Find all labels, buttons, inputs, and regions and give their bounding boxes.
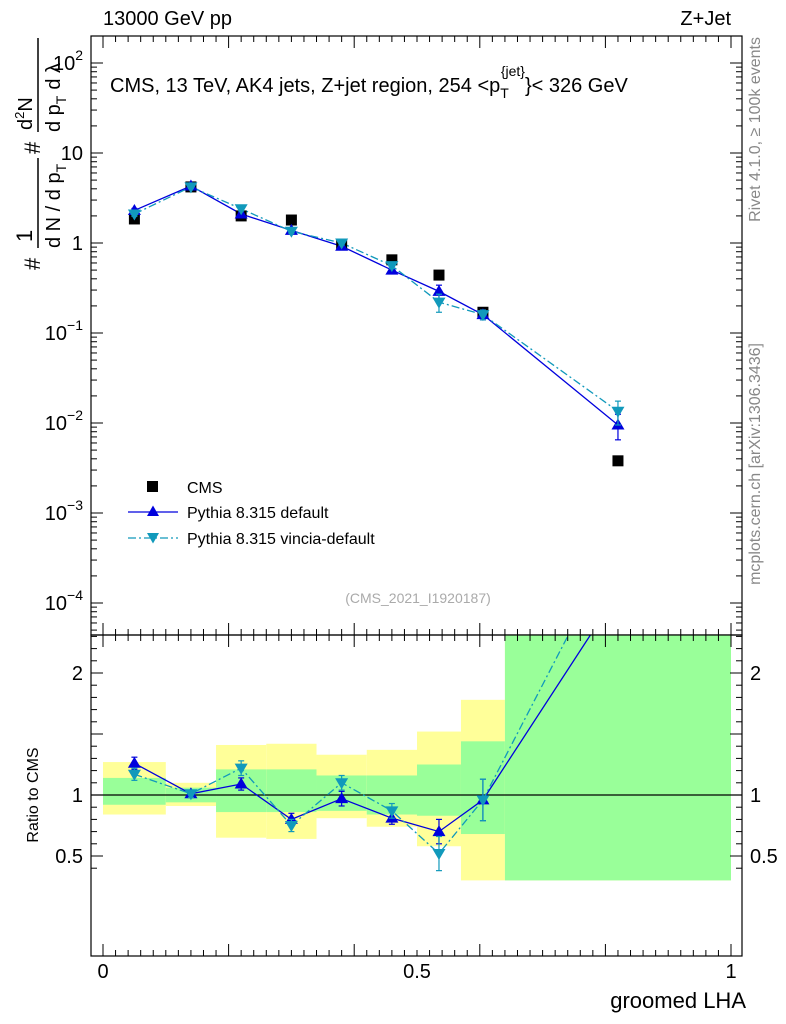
x-axis-label: groomed LHA [610, 988, 746, 1013]
main-ytick-label: 102 [53, 47, 83, 75]
main-ylabel: # 1 d N / d pT # d2N d pTd λ [12, 38, 69, 270]
main-title: CMS, 13 TeV, AK4 jets, Z+jet region, 254… [110, 63, 628, 101]
ratio-default-point [432, 825, 446, 837]
cms-data-point [386, 254, 398, 266]
main-series-lines [134, 185, 619, 426]
vincia-point [476, 310, 490, 322]
legend: CMS Pythia 8.315 default Pythia 8.315 vi… [128, 480, 375, 548]
default-point [432, 284, 446, 296]
vincia-point [184, 182, 198, 194]
ratio-band-inner [103, 777, 166, 805]
main-ytick-label: 10 [61, 143, 83, 165]
svg-text:1: 1 [12, 230, 37, 242]
ratio-ytick-label-left: 2 [72, 663, 83, 685]
main-series-marks [127, 179, 625, 467]
main-ytick-label: 10−3 [45, 497, 83, 525]
ratio-vincia-point [385, 806, 399, 818]
ratio-default-point [234, 777, 248, 789]
ratio-default-point [127, 756, 141, 768]
vincia-point [385, 261, 399, 273]
rivet-version-label: Rivet 4.1.0, ≥ 100k events [747, 37, 764, 222]
svg-text:d2N: d2N [12, 97, 37, 130]
header-process: Z+Jet [680, 8, 731, 30]
header-energy: 13000 GeV pp [103, 8, 232, 30]
ratio-series-marks [127, 756, 490, 872]
vincia-point [432, 297, 446, 309]
x-tick-label: 1 [725, 961, 736, 983]
ratio-band-inner [417, 764, 461, 816]
ratio-vincia-point [127, 769, 141, 781]
ratio-band-inner [504, 635, 731, 881]
ratio-ytick-label-right: 2 [750, 663, 761, 685]
legend-marker-default [147, 505, 159, 516]
ratio-vincia-point [284, 821, 298, 832]
ratio-default-point [335, 792, 349, 804]
ratio-ytick-label-left: 0.5 [55, 846, 83, 868]
vincia-point [234, 204, 248, 216]
ratio-ytick-label-left: 1 [72, 785, 83, 807]
svg-text:d N / d pT: d N / d pT [43, 163, 69, 248]
svg-text:#: # [20, 141, 45, 154]
ratio-vincia-point [184, 789, 198, 801]
ratio-panel: 2 2 1 1 0.5 0.5 0 0.5 1 [55, 634, 778, 983]
vincia-point [611, 406, 625, 418]
cms-data-point [433, 269, 445, 281]
vincia-point [127, 209, 141, 221]
legend-label-cms: CMS [187, 480, 223, 497]
ratio-ytick-label-right: 1 [750, 785, 761, 807]
legend-marker-vincia [147, 533, 159, 544]
x-tick-label: 0.5 [403, 961, 431, 983]
legend-label-default: Pythia 8.315 default [187, 505, 329, 522]
legend-marker-cms [147, 481, 158, 492]
legend-label-vincia: Pythia 8.315 vincia-default [187, 531, 375, 548]
x-tick-label: 0 [97, 961, 108, 983]
mcplots-label: mcplots.cern.ch [arXiv:1306.3436] [747, 343, 764, 585]
svg-text:#: # [20, 257, 45, 270]
main-line-default [134, 185, 619, 426]
cms-data-point [612, 455, 624, 467]
ratio-band-inner [266, 769, 317, 813]
ratio-vincia-point [432, 849, 446, 861]
ratio-uncertainty-bands [91, 635, 742, 881]
main-ytick-label: 10−4 [45, 587, 83, 615]
main-ytick-label: 1 [72, 233, 83, 255]
cms-data-point [285, 214, 297, 226]
ratio-vincia-point [476, 795, 490, 807]
ratio-vincia-point [335, 778, 349, 790]
vincia-point [335, 238, 349, 250]
main-ytick-label: 10−2 [45, 407, 83, 435]
main-panel: 102 10 1 10−1 10−2 10−3 10−4 [45, 35, 743, 636]
vincia-point [284, 226, 298, 238]
ratio-ylabel: Ratio to CMS [25, 747, 42, 842]
ratio-vincia-point [234, 763, 248, 775]
analysis-watermark: (CMS_2021_I1920187) [345, 590, 491, 606]
ratio-ytick-label-right: 0.5 [750, 846, 778, 868]
main-ytick-label: 10−1 [45, 317, 83, 345]
svg-text:d pTd λ: d pTd λ [43, 63, 69, 132]
main-line-vincia [134, 186, 619, 412]
